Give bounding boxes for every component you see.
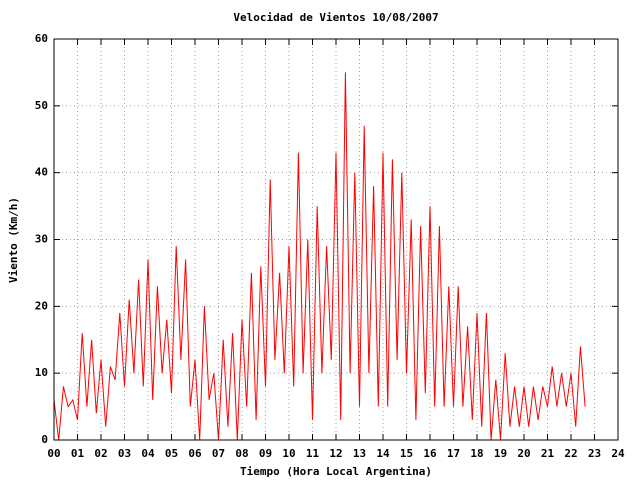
- x-tick-label: 22: [564, 447, 577, 460]
- x-tick-label: 00: [47, 447, 60, 460]
- x-tick-label: 03: [118, 447, 131, 460]
- x-tick-label: 14: [376, 447, 390, 460]
- y-tick-label: 0: [41, 433, 48, 446]
- x-axis-label: Tiempo (Hora Local Argentina): [240, 465, 432, 478]
- x-tick-label: 01: [71, 447, 85, 460]
- wind-line: [53, 72, 586, 441]
- x-tick-label: 23: [588, 447, 601, 460]
- x-tick-label: 11: [306, 447, 320, 460]
- y-tick-label: 50: [35, 99, 48, 112]
- x-tick-label: 13: [353, 447, 366, 460]
- x-tick-label: 15: [400, 447, 413, 460]
- x-tick-label: 12: [329, 447, 342, 460]
- x-tick-label: 18: [470, 447, 483, 460]
- x-tick-label: 04: [141, 447, 155, 460]
- y-tick-label: 30: [35, 233, 48, 246]
- y-tick-label: 60: [35, 32, 48, 45]
- x-tick-label: 16: [423, 447, 437, 460]
- x-tick-label: 06: [188, 447, 202, 460]
- y-tick-label: 20: [35, 299, 48, 312]
- x-tick-label: 10: [282, 447, 295, 460]
- chart-title: Velocidad de Vientos 10/08/2007: [233, 11, 438, 24]
- x-tick-label: 08: [235, 447, 248, 460]
- y-tick-label: 10: [35, 366, 48, 379]
- x-tick-label: 24: [611, 447, 625, 460]
- x-tick-label: 09: [259, 447, 272, 460]
- x-tick-label: 21: [541, 447, 555, 460]
- x-tick-label: 07: [212, 447, 225, 460]
- x-tick-label: 05: [165, 447, 178, 460]
- x-tick-label: 19: [494, 447, 507, 460]
- x-tick-label: 17: [447, 447, 460, 460]
- plot-frame: [53, 38, 619, 441]
- x-tick-label: 20: [517, 447, 530, 460]
- x-tick-label: 02: [94, 447, 107, 460]
- y-tick-label: 40: [35, 166, 48, 179]
- y-axis-label: Viento (Km/h): [7, 197, 20, 283]
